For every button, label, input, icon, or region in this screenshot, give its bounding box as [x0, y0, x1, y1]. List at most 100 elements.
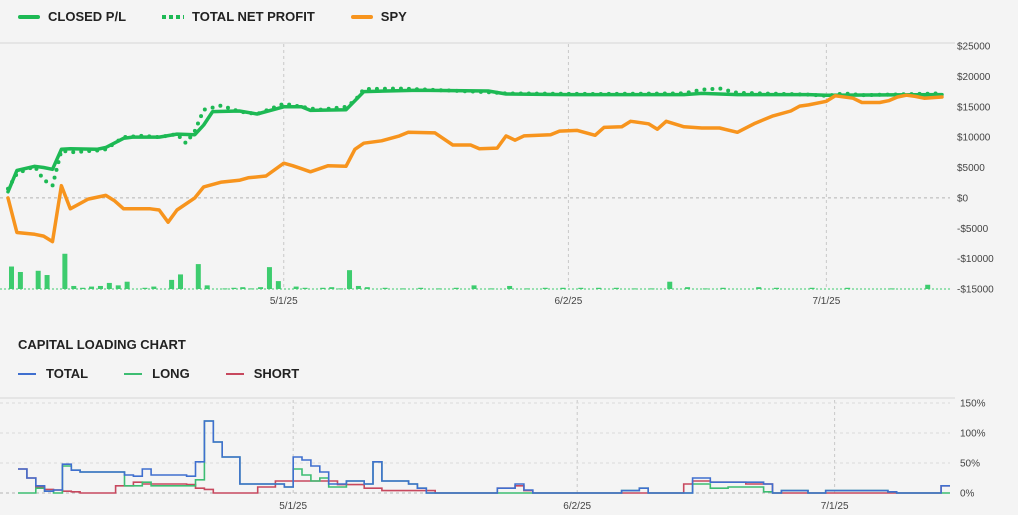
trade-bar [35, 270, 41, 289]
trade-bar [649, 288, 655, 290]
capital-loading-chart[interactable]: 5/1/25 6/2/25 7/1/25 150% 100% 50% 0% [0, 397, 986, 512]
trade-bar [302, 287, 308, 289]
profit-chart[interactable]: 5/1/25 6/2/25 7/1/25 $25000 $20000 $15000 $100… [0, 42, 994, 308]
trade-bar [258, 287, 264, 289]
legend-long-label: LONG [152, 366, 190, 381]
trade-bar [560, 287, 566, 289]
trade-bar [756, 287, 762, 289]
trade-bar [453, 287, 459, 289]
trade-bar [266, 267, 272, 289]
bxtick-7-1-25: 7/1/25 [821, 501, 849, 512]
ytick-25000: $25000 [957, 42, 991, 53]
trade-bar [71, 285, 77, 289]
total-net-profit-swatch [162, 14, 185, 19]
trade-bar [613, 287, 619, 289]
series-short [18, 468, 950, 494]
ytick-15000: -$15000 [957, 285, 994, 296]
trade-bar [142, 287, 148, 289]
short-swatch [225, 372, 244, 375]
trade-bar [62, 253, 68, 289]
series-spy [6, 93, 944, 244]
long-swatch [124, 372, 143, 375]
bytick-0: 0% [960, 489, 975, 500]
trade-bar [293, 286, 299, 289]
xtick-6-2-25: 6/2/25 [554, 296, 582, 307]
spy-swatch [350, 14, 373, 19]
trade-bar [720, 287, 726, 289]
trade-bar [631, 288, 637, 290]
bxtick-6-2-25: 6/2/25 [563, 501, 591, 512]
trade-bar [17, 271, 23, 289]
trade-bar [355, 285, 361, 289]
trade-bar [44, 275, 50, 289]
trade-bar [195, 264, 201, 289]
trade-bar [249, 288, 255, 290]
ytick-10000: $10000 [957, 133, 991, 144]
trade-bar [489, 288, 495, 290]
ytick-20000: $20000 [957, 72, 991, 83]
trade-bar [97, 285, 103, 289]
trade-bar [364, 287, 370, 289]
capital-loading-title: CAPITAL LOADING CHART [18, 337, 186, 352]
trade-bar [685, 287, 691, 289]
series-total [18, 420, 950, 494]
bytick-50: 50% [960, 459, 980, 470]
trade-bar [151, 286, 157, 289]
trade-bar [106, 282, 112, 289]
trade-bar [507, 285, 513, 289]
bottom-chart-legend: TOTAL LONG SHORT [18, 366, 299, 381]
trade-bar [320, 287, 326, 289]
trade-bar [9, 266, 14, 289]
ytick-5000: -$5000 [957, 224, 989, 235]
trade-bar [338, 288, 344, 290]
legend-total[interactable]: TOTAL [18, 366, 88, 381]
bxtick-5-1-25: 5/1/25 [279, 501, 307, 512]
legend-short-label: SHORT [253, 366, 300, 381]
ytick-5000: $5000 [957, 163, 985, 174]
trade-bar [925, 284, 931, 289]
trade-bar [702, 288, 708, 290]
trade-bar [809, 287, 815, 289]
bytick-150: 150% [960, 399, 986, 410]
trade-bar [169, 279, 175, 289]
trade-bar [400, 288, 406, 290]
trade-bar [222, 288, 228, 290]
bytick-100: 100% [960, 429, 986, 440]
trade-bar [542, 287, 548, 289]
trade-bar [471, 285, 477, 289]
legend-short[interactable]: SHORT [225, 366, 300, 381]
trade-bar [524, 288, 530, 290]
legend-spy[interactable]: SPY [350, 9, 407, 24]
trade-bar [178, 274, 184, 289]
trade-bar [275, 281, 281, 289]
trade-bar [231, 287, 237, 289]
trade-bar [418, 287, 424, 289]
trade-bar [435, 288, 441, 290]
legend-total-net-profit[interactable]: TOTAL NET PROFIT [162, 9, 315, 24]
trade-bar [845, 287, 851, 289]
total-swatch [18, 372, 36, 375]
trade-bar [115, 285, 121, 289]
legend-closed-pl[interactable]: CLOSED P/L [18, 9, 126, 24]
series-closed-p-l [6, 88, 944, 194]
trade-bar [889, 288, 895, 290]
legend-closed-pl-label: CLOSED P/L [48, 9, 127, 24]
xtick-5-1-25: 5/1/25 [270, 296, 298, 307]
ytick-10000: -$10000 [957, 254, 994, 265]
trade-bar [382, 287, 388, 289]
trade-bar [596, 287, 602, 289]
trade-bar [773, 287, 779, 289]
legend-spy-label: SPY [380, 9, 407, 24]
trade-bar [89, 286, 95, 289]
trade-bar [240, 287, 246, 289]
trade-bar [347, 270, 353, 289]
legend-long[interactable]: LONG [124, 366, 190, 381]
top-chart-legend: CLOSED P/L TOTAL NET PROFIT SPY [18, 9, 407, 24]
xtick-7-1-25: 7/1/25 [812, 296, 840, 307]
trade-bar [204, 285, 210, 289]
closed-pl-swatch [18, 14, 40, 19]
ytick-0: $0 [957, 193, 969, 204]
trade-bar [329, 287, 335, 289]
trade-bar [578, 287, 584, 289]
